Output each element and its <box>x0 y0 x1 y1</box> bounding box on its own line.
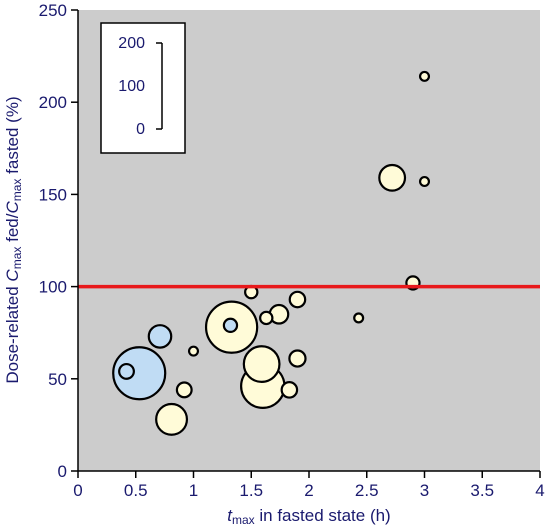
data-point-bubble <box>353 312 365 324</box>
y-tick-label: 250 <box>39 1 67 20</box>
data-point-bubble <box>288 290 307 309</box>
x-tick-label: 4 <box>535 481 544 500</box>
size-legend: 200 100 0 <box>100 22 186 154</box>
data-point-bubble <box>418 175 431 188</box>
y-tick-label: 50 <box>48 370 67 389</box>
x-tick-label: 3 <box>420 481 429 500</box>
x-tick-label: 2 <box>304 481 313 500</box>
data-point-bubble <box>175 381 193 399</box>
x-axis-ticks: 0 0.5 1 1.5 2 2.5 3 3.5 4 <box>73 471 545 500</box>
legend-label-200: 200 <box>118 35 145 52</box>
x-tick-label: 3.5 <box>470 481 494 500</box>
data-point-bubble <box>280 381 299 399</box>
x-tick-label: 2.5 <box>355 481 379 500</box>
x-tick-label: 1 <box>189 481 198 500</box>
y-tick-label: 100 <box>39 278 67 297</box>
legend-label-0: 0 <box>136 121 145 138</box>
data-point-bubble <box>222 317 239 333</box>
data-point-bubble <box>147 324 173 349</box>
legend-label-100: 100 <box>118 78 145 95</box>
y-tick-label: 200 <box>39 93 67 112</box>
y-tick-label: 0 <box>58 462 67 481</box>
data-point-bubble <box>155 402 189 436</box>
data-point-bubble <box>288 349 307 368</box>
data-points <box>112 70 431 436</box>
y-axis-label: Dose-related Cmax fed/Cmax fasted (%) <box>3 96 24 383</box>
y-tick-label: 150 <box>39 185 67 204</box>
x-tick-label: 0 <box>73 481 82 500</box>
data-point-bubble <box>187 345 200 357</box>
legend-box <box>100 22 186 154</box>
x-tick-label: 0.5 <box>124 481 148 500</box>
data-point-bubble <box>112 346 167 401</box>
data-point-bubble <box>378 163 407 192</box>
data-point-bubble <box>242 345 281 383</box>
x-tick-label: 1.5 <box>239 481 263 500</box>
x-axis-label: tmax in fasted state (h) <box>227 506 390 527</box>
data-point-bubble <box>259 310 274 326</box>
data-point-bubble <box>118 362 135 380</box>
y-axis-ticks: 0 50 100 150 200 250 <box>39 1 78 481</box>
data-point-bubble <box>418 70 431 82</box>
